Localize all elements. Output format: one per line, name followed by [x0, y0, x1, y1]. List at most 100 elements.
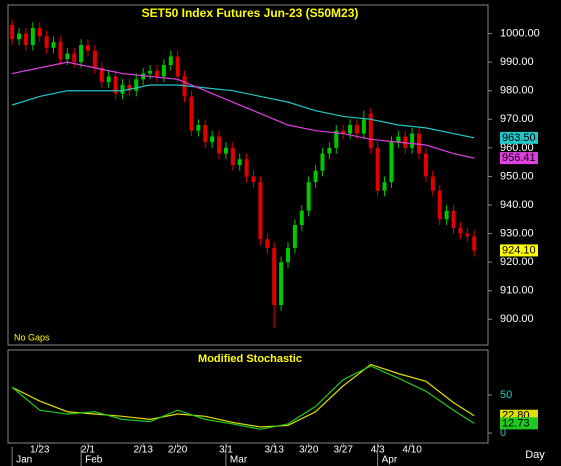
candle-body: [327, 147, 332, 154]
candle-body: [99, 67, 104, 83]
x-tick-label: 2/1: [81, 445, 95, 456]
value-box: [500, 417, 538, 430]
candle-body: [65, 53, 70, 60]
y-tick-label: 960.00: [500, 142, 534, 154]
candle-body: [134, 79, 139, 91]
value-box: [500, 244, 538, 257]
candle-body: [389, 142, 394, 183]
note: No Gaps: [14, 332, 50, 342]
candle-body: [196, 125, 201, 131]
value-box: [500, 152, 538, 165]
month-label: Apr: [382, 455, 398, 466]
candle-body: [279, 262, 284, 305]
candle-body: [251, 176, 256, 183]
y-tick-label: 1000.00: [500, 27, 540, 39]
y-tick-label: 900.00: [500, 313, 534, 325]
line: [11, 365, 475, 430]
candle-body: [265, 239, 270, 248]
candle-body: [354, 125, 359, 134]
candle-body: [79, 45, 84, 63]
line: [12, 61, 475, 159]
candle-body: [168, 56, 173, 65]
candle-body: [92, 50, 97, 68]
candle-body: [17, 33, 22, 40]
candle-body: [106, 76, 111, 83]
candle-body: [292, 225, 297, 248]
value-box: [500, 131, 538, 144]
y-tick-label: 980.00: [500, 85, 534, 97]
panel-title: Modified Stochastic: [198, 353, 302, 365]
candle-body: [230, 147, 235, 165]
candle-body: [58, 42, 63, 60]
x-unit: Day: [525, 449, 545, 461]
x-tick-label: 2/13: [133, 445, 153, 456]
y-tick-label: 0: [500, 427, 506, 439]
candle-body: [86, 45, 90, 51]
candle-body: [341, 130, 346, 134]
candle-body: [423, 153, 428, 177]
candle-body: [430, 176, 435, 191]
month-label: Jan: [16, 455, 32, 466]
y-tick-label: 50: [500, 389, 512, 401]
y-tick-label: 950.00: [500, 170, 534, 182]
candle-body: [120, 85, 125, 94]
candle-body: [210, 136, 215, 143]
candle-body: [348, 125, 353, 134]
candle-body: [258, 182, 263, 240]
candle-body: [382, 182, 387, 191]
candle-body: [458, 227, 463, 234]
month-label: Mar: [230, 455, 248, 466]
candle-body: [223, 147, 228, 154]
x-tick-label: 4/10: [402, 445, 422, 456]
candle-body: [148, 70, 153, 74]
candle-body: [299, 210, 304, 225]
candle-body: [396, 136, 401, 143]
candle-body: [237, 159, 242, 165]
candle-body: [37, 27, 42, 37]
y-tick-label: 920.00: [500, 256, 534, 268]
y-tick-label: 940.00: [500, 199, 534, 211]
line: [11, 363, 475, 428]
candle-body: [334, 130, 339, 148]
line: [11, 84, 475, 139]
x-tick-label: 3/20: [299, 445, 319, 456]
candle-body: [403, 136, 408, 148]
candle-body: [361, 119, 366, 134]
candle-body: [286, 247, 290, 263]
month-label: Feb: [85, 455, 103, 466]
candle-body: [23, 33, 28, 45]
candle-body: [472, 236, 477, 251]
candle-body: [44, 36, 49, 48]
stochastic-panel: [7, 349, 489, 444]
candle-body: [451, 210, 456, 228]
candle-body: [410, 133, 415, 148]
candle-body: [113, 76, 118, 94]
candle-body: [320, 153, 325, 171]
candle-body: [375, 147, 380, 191]
candle-body: [244, 159, 249, 177]
value-label: 12.73: [502, 417, 530, 429]
candle-body: [154, 70, 159, 77]
candle-body: [10, 25, 15, 40]
candle-body: [30, 27, 35, 45]
candle-body: [272, 247, 277, 305]
candle-body: [217, 136, 222, 154]
y-tick-label: 970.00: [500, 113, 534, 125]
chart-title: SET50 Index Futures Jun-23 (S50M23): [142, 6, 359, 20]
candle-body: [175, 56, 180, 77]
candle-body: [127, 85, 132, 91]
candle-body: [189, 96, 194, 131]
candle-body: [161, 65, 166, 77]
candle-body: [368, 113, 373, 148]
x-tick-label: 3/13: [264, 445, 284, 456]
value-label: 963.50: [502, 132, 536, 144]
candle-body: [306, 182, 311, 211]
candle-body: [203, 125, 208, 143]
value-label: 956.41: [502, 152, 536, 164]
y-tick-label: 990.00: [500, 56, 534, 68]
candle-body: [141, 73, 146, 80]
x-tick-label: 2/20: [168, 445, 188, 456]
